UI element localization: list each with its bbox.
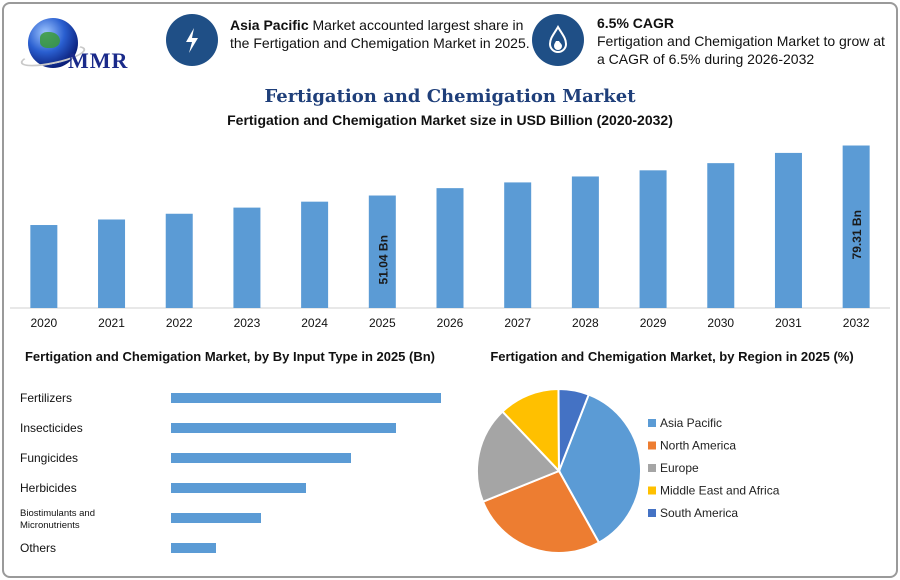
pie-slice-3 — [476, 410, 561, 503]
hbar-1 — [171, 393, 441, 403]
pie-slice-4 — [501, 387, 561, 474]
bar-2026 — [436, 188, 464, 308]
pie-slice-1 — [557, 393, 642, 544]
x-tick-label-2029: 2029 — [640, 316, 667, 330]
bar-2029 — [639, 170, 667, 308]
logo-text: MMR — [68, 48, 129, 73]
hbar-2 — [171, 423, 396, 433]
x-tick-label-2030: 2030 — [707, 316, 734, 330]
bar-2023 — [233, 207, 261, 308]
x-tick-label-2032: 2032 — [843, 316, 870, 330]
x-tick-label-2025: 2025 — [369, 316, 396, 330]
info-asia-pacific-text: Market accounted largest share in the Fe… — [230, 17, 530, 51]
input-type-bar-chart: Fertilizers Insecticides Fungicides Herbici… — [20, 391, 441, 555]
bar-2027 — [504, 182, 532, 308]
x-tick-label-2021: 2021 — [98, 316, 125, 330]
hbar-category-label-3: Fungicides — [20, 451, 78, 465]
bar-2022 — [165, 213, 193, 308]
info-asia-pacific: Asia Pacific Market accounted largest sh… — [230, 16, 530, 52]
x-tick-label-2022: 2022 — [166, 316, 193, 330]
hbar-5 — [171, 513, 261, 523]
pie-slice-2 — [481, 469, 601, 554]
x-tick-label-2023: 2023 — [234, 316, 261, 330]
bar-chart-title: Fertigation and Chemigation Market size … — [227, 112, 673, 128]
bar-2031 — [774, 152, 802, 308]
hbar-category-label-5-line-1: Biostimulants and — [20, 508, 95, 519]
x-tick-label-2028: 2028 — [572, 316, 599, 330]
legend-label-3: Europe — [660, 461, 699, 475]
region-pie-chart: Asia Pacific North America Europe Middle Ea… — [476, 387, 780, 554]
region-chart-title: Fertigation and Chemigation Market, by R… — [490, 349, 854, 364]
page-title: Fertigation and Chemigation Market — [264, 86, 636, 107]
x-tick-label-2031: 2031 — [775, 316, 802, 330]
bar-2020 — [30, 225, 58, 308]
info-cagr-text: Fertigation and Chemigation Market to gr… — [597, 33, 885, 67]
hbar-category-label-1: Fertilizers — [20, 391, 72, 405]
hbar-4 — [171, 483, 306, 493]
bar-2032 — [842, 145, 870, 308]
mmr-logo: MMR — [18, 18, 138, 80]
info-cagr: 6.5% CAGR Fertigation and Chemigation Ma… — [597, 14, 887, 68]
x-tick-label-2027: 2027 — [504, 316, 531, 330]
lightning-badge-icon — [166, 14, 218, 66]
legend-label-4: Middle East and Africa — [660, 484, 780, 498]
hbar-category-label-6: Others — [20, 541, 56, 555]
market-size-bar-chart: 2020 2021 2022 2023 2024 2025 51.04 Bn 2026 2027… — [10, 145, 890, 330]
legend-swatch-2 — [648, 441, 656, 450]
pie-slice-5 — [557, 388, 591, 472]
hbar-category-label-4: Herbicides — [20, 481, 77, 495]
bar-2030 — [707, 163, 735, 308]
hbar-category-label-2: Insecticides — [20, 421, 83, 435]
input-type-chart-title: Fertigation and Chemigation Market, by B… — [24, 349, 436, 364]
data-label-2025: 51.04 Bn — [376, 235, 390, 284]
info-cagr-bold: 6.5% CAGR — [597, 15, 675, 31]
x-tick-label-2024: 2024 — [301, 316, 328, 330]
bar-2025 — [368, 195, 396, 308]
info-asia-pacific-bold: Asia Pacific — [230, 17, 309, 33]
legend-label-1: Asia Pacific — [660, 416, 722, 430]
legend-label-5: South America — [660, 506, 738, 520]
legend-swatch-5 — [648, 509, 656, 517]
bar-2028 — [571, 176, 599, 308]
bar-2021 — [98, 219, 126, 308]
x-tick-label-2020: 2020 — [30, 316, 57, 330]
hbar-6 — [171, 543, 216, 553]
hbar-3 — [171, 453, 351, 463]
legend-label-2: North America — [660, 439, 736, 453]
legend-swatch-4 — [648, 486, 656, 495]
globe-land — [40, 32, 60, 48]
x-tick-label-2026: 2026 — [437, 316, 464, 330]
bar-2024 — [301, 201, 329, 308]
legend-swatch-1 — [648, 419, 656, 427]
hbar-category-label-5-line-2: Micronutrients — [20, 520, 80, 531]
data-label-2032: 79.31 Bn — [850, 210, 864, 259]
drop-badge-icon — [532, 14, 584, 66]
legend-swatch-3 — [648, 464, 656, 472]
